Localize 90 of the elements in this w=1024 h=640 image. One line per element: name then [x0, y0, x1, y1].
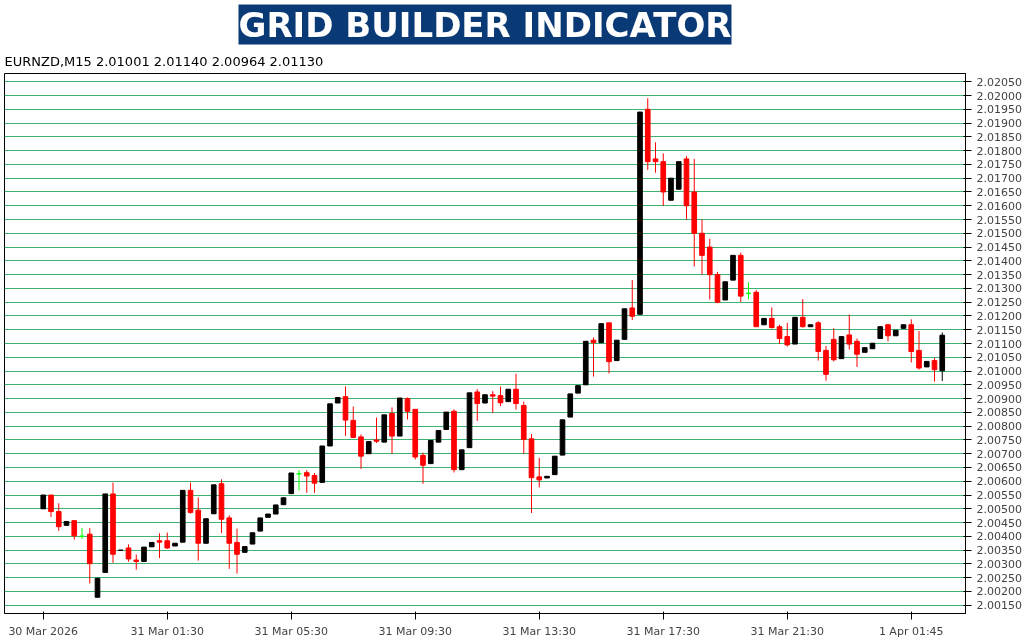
candlestick — [288, 472, 295, 495]
candlestick — [823, 345, 829, 382]
y-tick-label: 2.01650 — [976, 185, 1022, 199]
candlestick — [458, 449, 465, 471]
y-tick-label: 2.01600 — [976, 199, 1022, 213]
y-tick-label: 2.01850 — [976, 130, 1022, 144]
chart-subtitle: EURNZD,M15 2.01001 2.01140 2.00964 2.01130 — [4, 53, 324, 69]
candlestick — [629, 279, 636, 321]
candlestick — [536, 457, 543, 488]
y-tick-label: 2.00300 — [976, 557, 1022, 571]
y-tick-label: 2.01350 — [976, 268, 1022, 282]
chart-title: GRID BUILDER INDICATOR — [238, 4, 732, 45]
y-tick-label: 2.00250 — [976, 571, 1022, 585]
y-tick-label: 2.00900 — [976, 392, 1022, 406]
candlestick — [916, 330, 922, 371]
x-tick-label: 30 Mar 2026 — [8, 624, 79, 638]
candlestick — [513, 373, 519, 411]
candlestick — [830, 327, 837, 362]
y-tick-label: 2.01250 — [976, 296, 1022, 310]
y-tick-label: 2.01400 — [976, 254, 1022, 268]
y-tick-label: 2.00700 — [976, 447, 1022, 461]
y-tick-label: 2.00500 — [976, 502, 1022, 516]
candlestick — [358, 433, 364, 470]
candlestick — [427, 439, 434, 465]
candlestick — [489, 390, 496, 414]
y-tick-label: 2.01750 — [976, 158, 1022, 172]
y-tick-label: 2.00600 — [976, 475, 1022, 489]
y-tick-label: 2.00200 — [976, 585, 1022, 599]
candlestick — [768, 306, 775, 330]
candlestick — [295, 469, 303, 492]
candlestick — [613, 339, 620, 362]
y-tick-label: 2.00450 — [976, 516, 1022, 530]
y-tick-label: 2.01500 — [976, 227, 1022, 241]
y-tick-label: 2.01100 — [976, 337, 1022, 351]
candlestick — [854, 338, 860, 368]
y-tick-label: 2.01950 — [976, 103, 1022, 117]
y-tick-label: 2.00800 — [976, 420, 1022, 434]
candlestick — [776, 324, 783, 345]
candlestick — [389, 406, 395, 455]
y-tick-label: 2.02050 — [976, 75, 1022, 89]
candlestick — [420, 452, 426, 485]
y-tick-label: 2.01150 — [976, 323, 1022, 337]
candlestick — [156, 532, 163, 559]
candlestick — [838, 336, 845, 360]
candlestick — [722, 281, 729, 301]
y-tick-label: 2.01900 — [976, 117, 1022, 131]
y-tick-label: 2.01550 — [976, 213, 1022, 227]
candlestick — [303, 469, 310, 494]
x-tick-label: 31 Mar 13:30 — [502, 624, 576, 638]
y-tick-label: 2.00850 — [976, 406, 1022, 420]
y-tick-label: 2.01450 — [976, 241, 1022, 255]
candlestick — [342, 385, 349, 437]
candlestick — [48, 494, 54, 518]
x-tick-label: 31 Mar 17:30 — [626, 624, 700, 638]
candlestick — [551, 455, 558, 476]
candlestick — [784, 322, 791, 348]
x-tick-label: 31 Mar 01:30 — [130, 624, 204, 638]
candlestick — [846, 314, 853, 351]
candlestick — [94, 577, 101, 598]
y-tick-label: 2.00150 — [976, 599, 1022, 613]
candlestick — [311, 472, 318, 494]
candlestick — [350, 406, 357, 438]
y-tick-label: 2.01700 — [976, 172, 1022, 186]
candlestick — [71, 520, 78, 541]
y-tick-label: 2.01050 — [976, 351, 1022, 365]
x-tick-label: 31 Mar 09:30 — [378, 624, 452, 638]
y-tick-label: 2.01300 — [976, 282, 1022, 296]
candlestick — [699, 219, 705, 276]
candlestick — [652, 141, 659, 174]
x-tick-label: 1 Apr 01:45 — [878, 624, 944, 638]
x-tick-label: 31 Mar 05:30 — [254, 624, 328, 638]
x-tick-label: 31 Mar 21:30 — [750, 624, 824, 638]
candlestick — [234, 528, 240, 575]
candlestick — [668, 177, 674, 201]
y-tick-label: 2.02000 — [976, 89, 1022, 103]
candlestick — [799, 298, 806, 329]
y-tick-label: 2.00400 — [976, 530, 1022, 544]
candlestick — [55, 502, 62, 532]
y-tick-label: 2.01800 — [976, 144, 1022, 158]
candlestick — [598, 323, 605, 344]
y-tick-label: 2.01200 — [976, 309, 1022, 323]
y-tick-label: 2.01000 — [976, 365, 1022, 379]
candlestick — [373, 417, 380, 444]
y-tick-label: 2.00750 — [976, 433, 1022, 447]
y-tick-label: 2.00950 — [976, 378, 1022, 392]
y-tick-label: 2.00550 — [976, 489, 1022, 503]
candlestick — [567, 393, 574, 418]
candlestick — [474, 388, 481, 422]
y-tick-label: 2.00650 — [976, 461, 1022, 475]
y-tick-label: 2.00350 — [976, 544, 1022, 558]
